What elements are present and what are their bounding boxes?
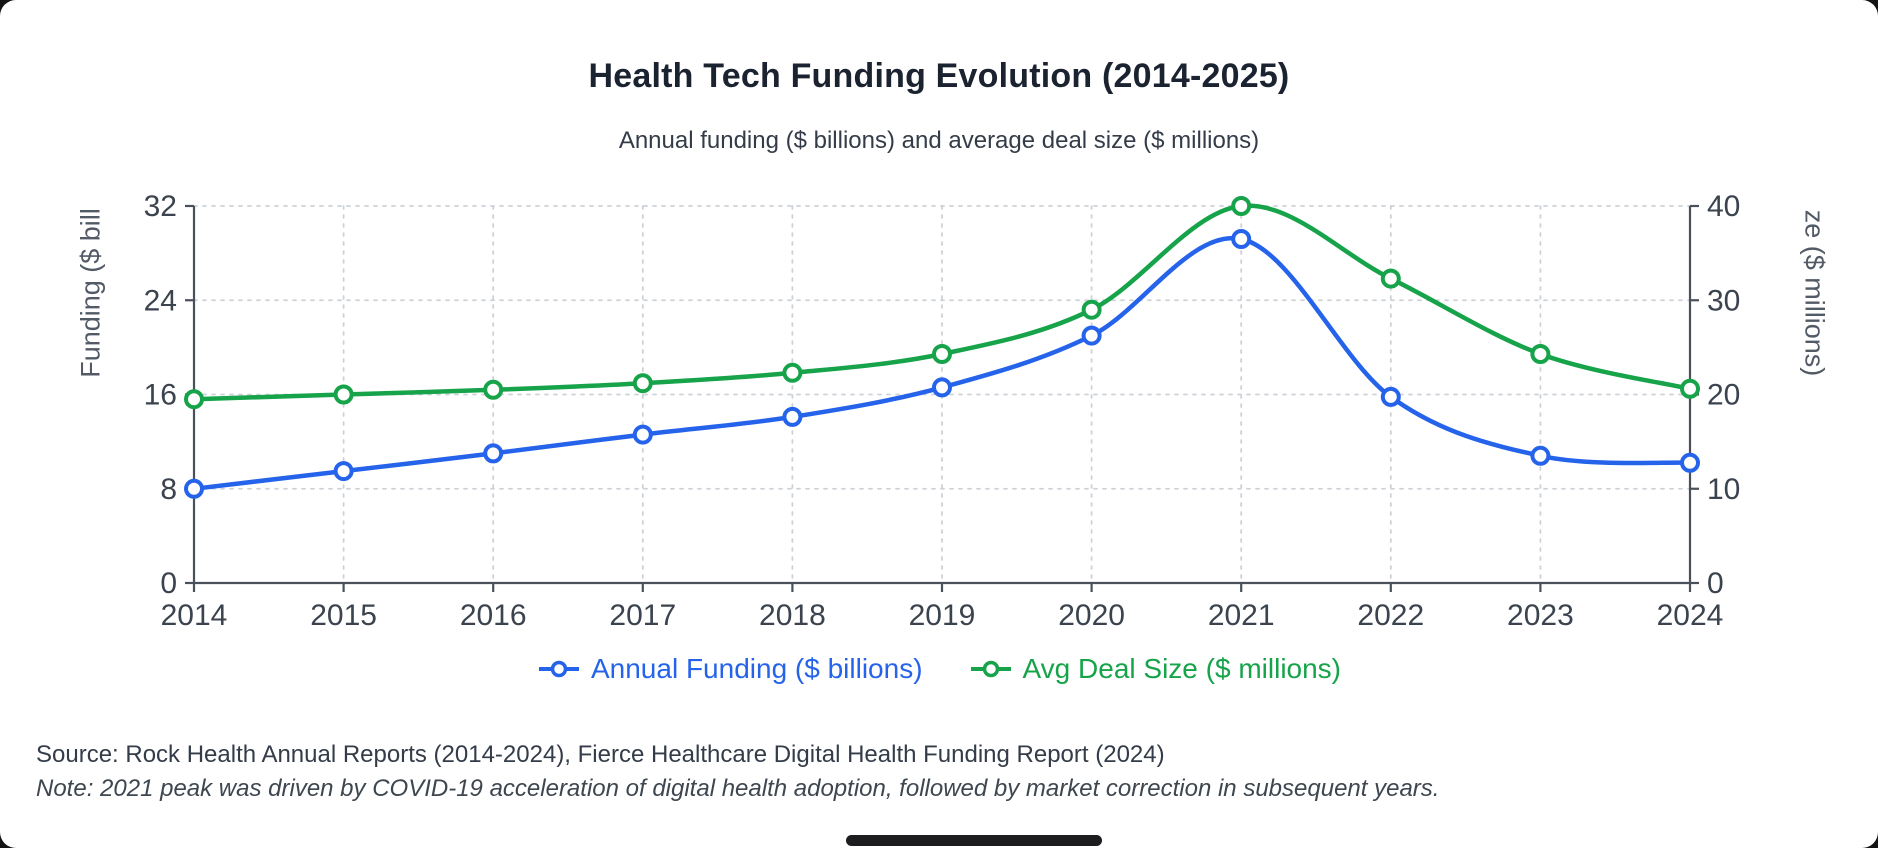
x-axis-tick-label: 2023 xyxy=(1507,599,1574,632)
source-text: Source: Rock Health Annual Reports (2014… xyxy=(36,741,1165,768)
x-axis-tick-label: 2015 xyxy=(310,599,377,632)
left-axis-tick-label: 0 xyxy=(160,567,177,600)
data-point xyxy=(1380,268,1401,289)
x-axis-tick-label: 2017 xyxy=(609,599,676,632)
data-point xyxy=(184,478,204,499)
data-point xyxy=(483,379,504,400)
right-axis-tick-label: 30 xyxy=(1707,284,1740,317)
chart-canvas: 0 8 16 24 32 0 10 20 30 40 2014 2015 2016 2017 2018 201… xyxy=(144,190,1741,632)
data-point xyxy=(1231,229,1252,249)
legend-item-annual-funding[interactable]: Annual Funding ($ billions) xyxy=(537,652,923,686)
line-circle-marker-icon xyxy=(970,660,1011,678)
x-axis-tick-label: 2020 xyxy=(1058,599,1125,632)
data-point xyxy=(782,406,803,427)
left-axis-tick-label: 8 xyxy=(160,473,177,506)
home-indicator xyxy=(846,835,1102,846)
legend-item-avg-deal-size[interactable]: Avg Deal Size ($ millions) xyxy=(969,652,1342,686)
data-point xyxy=(1680,452,1700,473)
data-point xyxy=(1530,445,1551,466)
data-point xyxy=(333,384,354,405)
data-point xyxy=(184,389,204,410)
series-line xyxy=(191,235,1693,492)
data-point xyxy=(1231,196,1252,216)
x-axis-tick-label: 2019 xyxy=(909,599,976,632)
x-axis-tick-label: 2014 xyxy=(161,599,228,632)
x-axis-tick-label: 2024 xyxy=(1657,599,1724,632)
left-axis-tick-label: 24 xyxy=(144,284,177,317)
chart-subtitle: Annual funding ($ billions) and average … xyxy=(618,127,1260,154)
note-text: Note: 2021 peak was driven by COVID-19 a… xyxy=(36,775,1440,802)
data-point xyxy=(932,377,952,398)
line-circle-marker-icon xyxy=(538,660,579,678)
legend-label-annual-funding: Annual Funding ($ billions) xyxy=(590,653,923,684)
data-point xyxy=(782,362,803,383)
data-point xyxy=(932,344,952,364)
data-point xyxy=(1081,299,1102,320)
data-point xyxy=(333,461,354,482)
right-axis-tick-label: 0 xyxy=(1707,567,1724,600)
right-axis-tick-label: 20 xyxy=(1707,379,1740,412)
left-axis-tick-label: 32 xyxy=(144,190,177,223)
data-point xyxy=(632,373,653,394)
legend-label-avg-deal-size: Avg Deal Size ($ millions) xyxy=(1022,653,1342,684)
data-point xyxy=(1380,386,1401,407)
x-axis-tick-label: 2021 xyxy=(1208,599,1275,632)
chart-title: Health Tech Funding Evolution (2014-2025… xyxy=(588,57,1290,95)
data-point xyxy=(483,443,504,464)
left-axis-tick-label: 16 xyxy=(144,379,177,412)
data-point xyxy=(1530,344,1551,364)
right-axis-tick-label: 40 xyxy=(1707,190,1740,223)
x-axis-tick-label: 2016 xyxy=(460,599,527,632)
data-point xyxy=(632,424,653,445)
x-axis-tick-label: 2018 xyxy=(759,599,826,632)
legend: Annual Funding ($ billions) Avg Deal Siz… xyxy=(0,652,1878,686)
x-axis-tick-label: 2022 xyxy=(1357,599,1424,632)
right-axis-tick-label: 10 xyxy=(1707,473,1740,506)
data-point xyxy=(1680,378,1700,399)
data-point xyxy=(1081,325,1102,346)
